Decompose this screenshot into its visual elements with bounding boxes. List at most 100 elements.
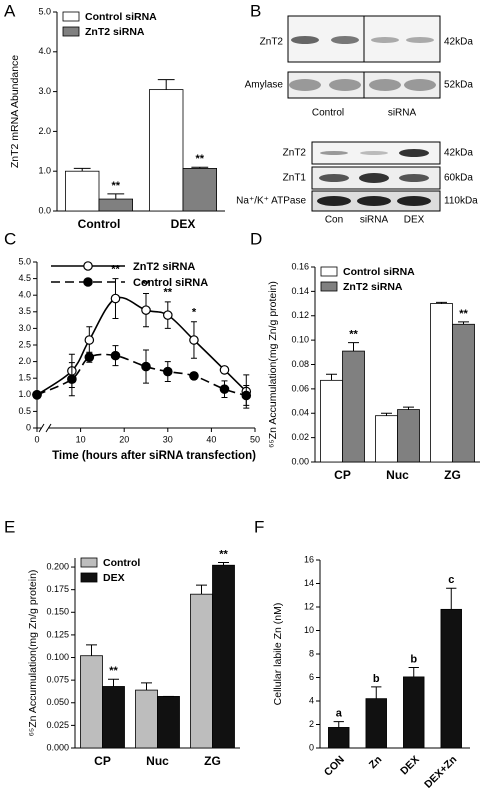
blot-band [360,151,388,155]
y-axis-label: Cellular labile Zn (nM) [272,603,284,706]
marker [110,350,121,361]
x-tick-label: Nuc [386,468,409,482]
y-tick-label: 2.0 [18,356,31,366]
bar [102,686,125,749]
y-tick-label: 3.5 [18,306,31,316]
y-axis-label: ⁶⁵Zn Accumulation(mg Zn/g protein) [267,281,279,448]
marker [84,352,95,363]
annotation: ** [111,264,120,276]
error-bar [107,193,125,200]
x-tick-label: ZG [204,754,221,768]
blot-band [397,196,431,206]
x-tick-label: Control [78,217,121,231]
bar [397,409,420,463]
blot-band [291,36,319,44]
bar [190,593,213,749]
x-tick-label: DEX [398,754,422,778]
y-tick-label: 2 [309,719,314,729]
panel-label: E [4,517,15,536]
legend-label: Control siRNA [133,277,208,289]
bar [365,698,387,749]
marker [219,384,230,394]
blot-band [289,79,321,91]
blot-band [406,37,434,43]
panel-label: B [250,1,261,20]
x-tick-label: 10 [76,434,86,444]
annotation: ** [219,548,228,560]
y-tick-label: 0.04 [291,408,309,418]
y-tick-label: 0 [309,742,314,752]
error-bar [403,406,414,410]
y-tick-label: 14 [304,578,314,588]
x-tick-label: CP [334,468,351,482]
marker [141,305,151,315]
bar [328,727,350,749]
annotation: ** [196,153,205,165]
y-tick-label: 16 [304,554,314,564]
blot-size: 110kDa [444,196,478,207]
bar [440,608,462,749]
blot-band [329,79,361,91]
y-tick-label: 1.0 [18,389,31,399]
blot-band [399,149,429,157]
bar [452,323,475,463]
blot-row-label: Amylase [245,80,284,91]
y-tick-label: 0.02 [291,432,309,442]
legend-marker [83,261,93,271]
error-bar [348,342,359,352]
annotation: ** [349,328,358,340]
error-bar [446,587,457,610]
annotation: ** [142,278,151,290]
y-tick-label: 0.100 [46,652,69,662]
blot-band [319,174,349,182]
x-tick-label: 20 [119,434,129,444]
y-tick-label: 0.050 [46,697,69,707]
x-tick-label: ZG [444,468,461,482]
y-tick-label: 12 [304,601,314,611]
y-axis-label: ⁶⁵Zn Accumulation(mg Zn/g protein) [27,570,39,737]
y-tick-label: 1.0 [38,166,51,176]
x-tick-label: Nuc [146,754,169,768]
y-tick-label: 0.5 [18,406,31,416]
error-bar [73,167,91,172]
legend-label: Control siRNA [85,11,157,23]
blot-row-label: ZnT2 [260,37,284,48]
y-tick-label: 1.5 [18,373,31,383]
error-bar [191,166,209,169]
blot-size: 60kDa [444,173,473,184]
blot-band [320,151,348,155]
annotation: b [410,653,417,665]
legend-label: ZnT2 siRNA [85,26,145,38]
y-tick-label: 4.5 [18,273,31,283]
marker [189,371,199,381]
x-tick-label: 0 [34,434,39,444]
panel-label: C [4,229,16,248]
bar [65,170,100,212]
blot-band [369,79,401,91]
blot-lane: DEX [404,215,425,226]
blot-band [371,37,399,43]
error-bar [333,721,344,728]
legend-swatch [320,281,338,292]
bar [212,564,235,749]
blot-band [331,36,359,44]
x-tick-label: 40 [206,434,216,444]
blot-row-label: Na⁺/K⁺ ATPase [236,196,306,207]
y-tick-label: 0.06 [291,383,309,393]
error-bar [141,682,152,691]
legend-marker [83,277,93,287]
y-tick-label: 5.0 [18,256,31,266]
legend-swatch [62,11,80,22]
y-tick-label: 0.125 [46,629,69,639]
error-bar [218,562,229,566]
bar [403,676,425,749]
legend-swatch [80,572,98,583]
blot-band [399,174,429,182]
y-tick-label: 0.14 [291,286,309,296]
bar [157,696,180,749]
marker [163,366,173,377]
legend-label: ZnT2 siRNA [133,261,195,273]
marker [163,310,173,320]
blot-size: 42kDa [444,148,473,159]
x-tick-label: 50 [250,434,260,444]
